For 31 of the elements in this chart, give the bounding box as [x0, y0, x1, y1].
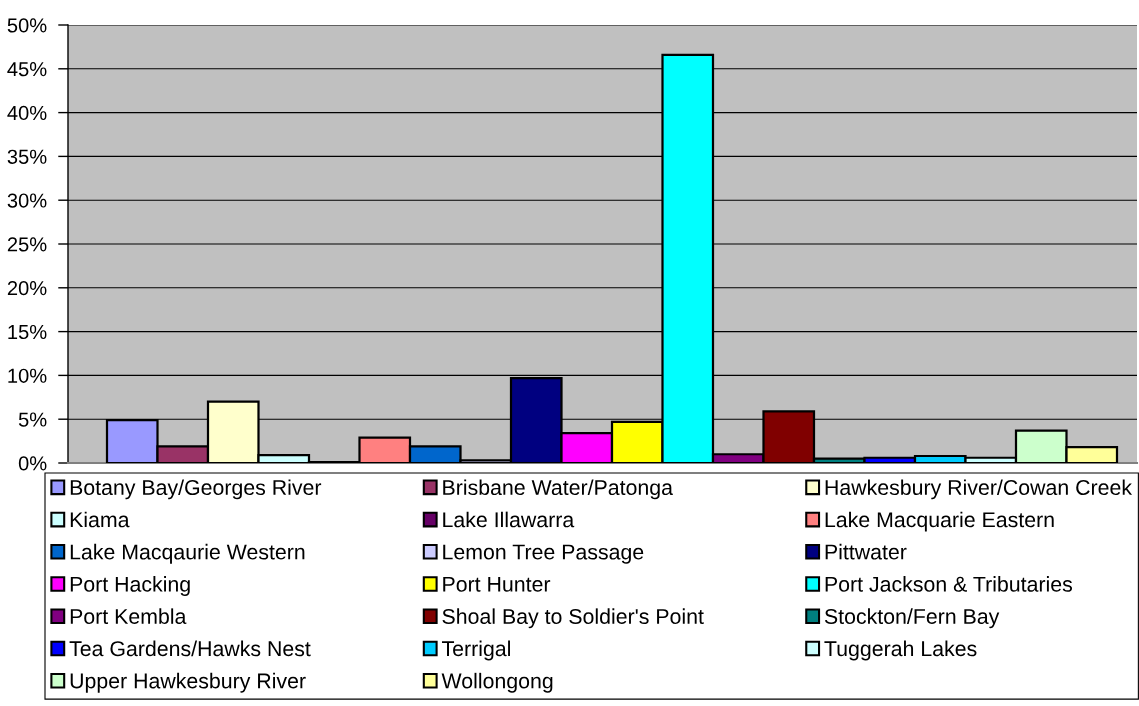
legend-label: Port Hunter [443, 576, 551, 592]
legend-label: Wollongong [441, 672, 553, 693]
y-tick-label: 30% [7, 193, 47, 208]
y-tick-label: 15% [8, 324, 47, 340]
legend-label: Port Hacking [70, 576, 190, 596]
legend-label: Shoal Bay to Soldier's Point [442, 608, 704, 629]
legend-label: Lake Illawarra [443, 511, 575, 528]
y-tick-label: 25% [7, 237, 47, 252]
y-tick-label: 40% [7, 105, 47, 121]
legend-label: Lemon Tree Passage [443, 544, 644, 564]
legend-label: Lake Macquarie Eastern [825, 511, 1054, 532]
y-tick-label: 5% [18, 412, 47, 427]
legend-label: Port Kembla [70, 608, 187, 625]
legend-label: Lake Macqaurie Western [70, 543, 305, 564]
legend-label: Terrigal [441, 640, 510, 661]
legend-label: Botany Bay/Georges River [70, 479, 322, 500]
y-tick-label: 45% [7, 62, 47, 77]
legend-label: Pittwater [825, 543, 907, 560]
y-tick-label: 50% [7, 18, 47, 33]
legend-label: Stockton/Fern Bay [824, 608, 1000, 629]
y-tick-label: 35% [7, 149, 47, 164]
y-tick-label: 10% [8, 368, 47, 383]
y-tick-label: 0% [18, 456, 47, 471]
legend-label: Kiama [70, 511, 130, 528]
legend-label: Tea Gardens/Hawks Nest [69, 640, 311, 657]
y-tick-label: 20% [7, 281, 47, 296]
legend-label: Brisbane Water/Patonga [443, 479, 673, 500]
legend-label: Upper Hawkesbury River [70, 672, 306, 693]
legend-label: Port Jackson & Tributaries [825, 576, 1073, 592]
legend-label: Hawkesbury River/Cowan Creek [825, 479, 1133, 500]
legend-label: Tuggerah Lakes [824, 640, 977, 661]
